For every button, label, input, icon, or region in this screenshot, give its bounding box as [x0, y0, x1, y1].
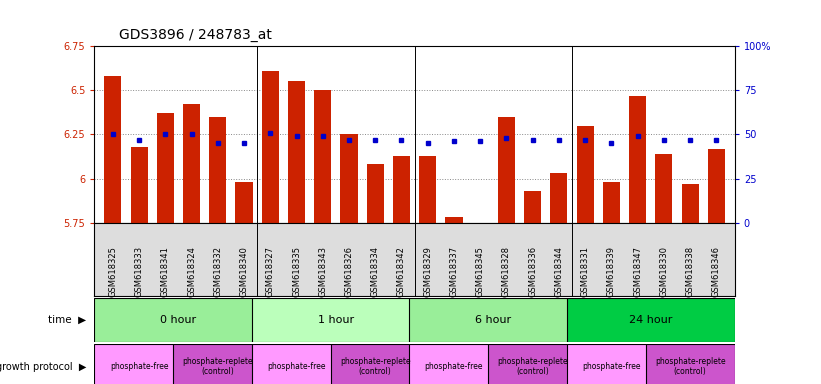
Text: phosphate-replete
(control): phosphate-replete (control): [340, 357, 410, 376]
Bar: [420, 156, 436, 223]
Bar: [655, 154, 672, 223]
Bar: [341, 134, 357, 223]
Bar: [236, 182, 253, 223]
Bar: [367, 164, 383, 223]
Text: phosphate-replete
(control): phosphate-replete (control): [498, 357, 568, 376]
Bar: [252, 298, 420, 342]
Bar: [252, 344, 341, 384]
Text: phosphate-free: phosphate-free: [582, 362, 640, 371]
Text: 1 hour: 1 hour: [318, 314, 354, 325]
Bar: [576, 126, 594, 223]
Text: phosphate-free: phosphate-free: [110, 362, 168, 371]
Bar: [524, 191, 541, 223]
Bar: [410, 344, 498, 384]
Bar: [94, 298, 263, 342]
Bar: [94, 344, 184, 384]
Bar: [629, 96, 646, 223]
Text: growth protocol  ▶: growth protocol ▶: [0, 362, 86, 372]
Bar: [173, 344, 263, 384]
Bar: [681, 184, 699, 223]
Text: phosphate-free: phosphate-free: [268, 362, 326, 371]
Text: phosphate-replete
(control): phosphate-replete (control): [655, 357, 726, 376]
Bar: [104, 76, 122, 223]
Bar: [472, 223, 488, 225]
Bar: [446, 217, 462, 223]
Bar: [262, 71, 279, 223]
Bar: [708, 149, 725, 223]
Bar: [331, 344, 420, 384]
Text: 0 hour: 0 hour: [160, 314, 196, 325]
Text: 24 hour: 24 hour: [629, 314, 672, 325]
Bar: [566, 344, 656, 384]
Bar: [488, 344, 577, 384]
Bar: [314, 90, 332, 223]
Text: time  ▶: time ▶: [48, 314, 86, 325]
Bar: [209, 117, 227, 223]
Bar: [410, 298, 577, 342]
Text: phosphate-replete
(control): phosphate-replete (control): [182, 357, 253, 376]
Bar: [566, 298, 735, 342]
Bar: [498, 117, 515, 223]
Text: 6 hour: 6 hour: [475, 314, 511, 325]
Bar: [288, 81, 305, 223]
Bar: [603, 182, 620, 223]
Text: phosphate-free: phosphate-free: [424, 362, 484, 371]
Bar: [393, 156, 410, 223]
Bar: [645, 344, 735, 384]
Text: GDS3896 / 248783_at: GDS3896 / 248783_at: [119, 28, 272, 42]
Bar: [131, 147, 148, 223]
Bar: [550, 173, 567, 223]
Bar: [157, 113, 174, 223]
Bar: [183, 104, 200, 223]
